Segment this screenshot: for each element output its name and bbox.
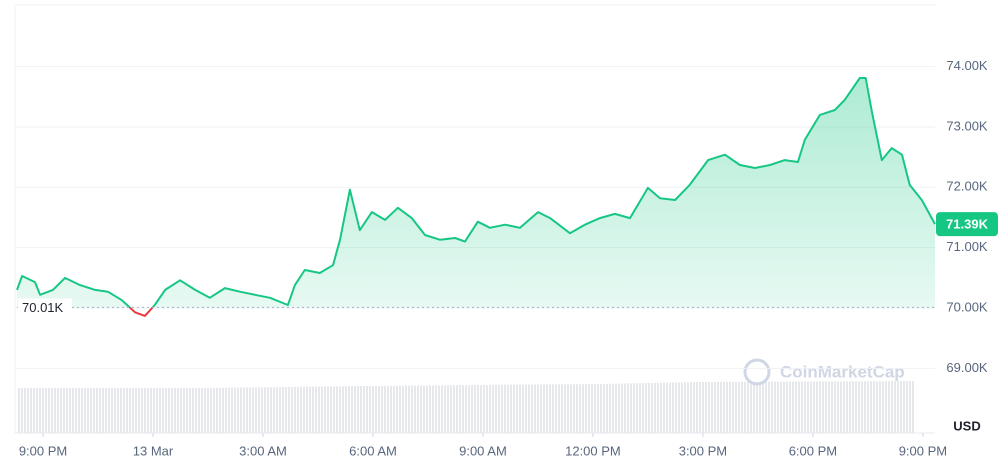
x-tick-label: 6:00 AM bbox=[349, 443, 397, 458]
current-price-label: 71.39K bbox=[946, 217, 989, 232]
y-tick-label: 69.00K bbox=[946, 360, 988, 375]
current-price-badge bbox=[936, 212, 998, 237]
baseline-label-bg bbox=[18, 298, 72, 317]
y-tick-label: 74.00K bbox=[946, 58, 988, 73]
x-tick-label: 6:00 PM bbox=[789, 443, 837, 458]
y-axis-label: USD bbox=[953, 418, 980, 433]
x-tick-label: 3:00 AM bbox=[239, 443, 287, 458]
volume-bars bbox=[17, 381, 915, 433]
y-tick-label: 71.00K bbox=[946, 239, 988, 254]
y-tick-label: 72.00K bbox=[946, 179, 988, 194]
x-tick-label: 9:00 AM bbox=[459, 443, 507, 458]
y-tick-label: 73.00K bbox=[946, 118, 988, 133]
price-line bbox=[16, 77, 936, 317]
x-tick-label: 13 Mar bbox=[133, 443, 174, 458]
watermark-text: CoinMarketCap bbox=[780, 362, 905, 381]
y-tick-label: 70.00K bbox=[946, 299, 988, 314]
baseline-label: 70.01K bbox=[22, 300, 64, 315]
watermark: CoinMarketCap bbox=[743, 358, 905, 386]
x-tick-label: 3:00 PM bbox=[679, 443, 727, 458]
watermark-logo bbox=[743, 358, 771, 386]
x-tick-label: 9:00 PM bbox=[19, 443, 67, 458]
price-area bbox=[17, 78, 935, 308]
x-tick-label: 12:00 PM bbox=[565, 443, 621, 458]
x-tick-label: 9:00 PM bbox=[899, 443, 947, 458]
